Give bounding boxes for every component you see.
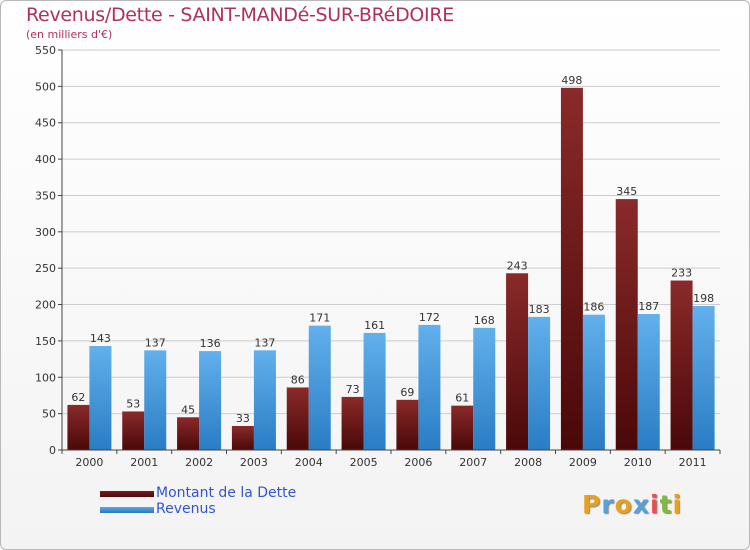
chart-title: Revenus/Dette - SAINT-MANDé-SUR-BRéDOIRE	[26, 4, 454, 26]
bar-dette	[506, 273, 529, 450]
data-label: 53	[126, 397, 140, 410]
bar-revenus	[418, 324, 441, 450]
x-tick-label: 2008	[514, 456, 542, 469]
data-label: 198	[693, 292, 714, 305]
bar-revenus	[637, 314, 660, 450]
bar-revenus	[308, 325, 331, 450]
legend-swatch-dette	[100, 491, 154, 497]
y-tick-label: 450	[35, 117, 56, 130]
data-label: 233	[671, 267, 692, 280]
y-tick-label: 500	[35, 80, 56, 93]
bar-revenus	[582, 314, 605, 450]
data-label: 168	[474, 314, 495, 327]
x-tick-label: 2005	[350, 456, 378, 469]
bars	[67, 87, 715, 451]
bar-dette	[177, 417, 200, 450]
y-tick-label: 300	[35, 226, 56, 239]
legend-label-dette: Montant de la Dette	[156, 485, 297, 501]
bar-dette	[122, 411, 145, 450]
data-label: 73	[346, 383, 360, 396]
x-tick-label: 2006	[404, 456, 432, 469]
logo-letter: x	[632, 490, 650, 519]
bar-revenus	[253, 350, 276, 450]
data-label: 498	[561, 74, 582, 87]
bar-dette	[615, 199, 638, 450]
y-tick-label: 350	[35, 189, 56, 202]
bar-dette	[396, 399, 419, 450]
grid-lines	[62, 49, 720, 451]
bar-dette	[286, 387, 309, 450]
x-tick-label: 2010	[624, 456, 652, 469]
proxiti-logo: Proxiti	[582, 490, 682, 519]
data-label: 45	[181, 403, 195, 416]
data-label: 137	[254, 336, 275, 349]
y-tick-label: 50	[42, 408, 56, 421]
bar-dette	[231, 426, 254, 450]
x-tick-label: 2003	[240, 456, 268, 469]
bar-revenus	[528, 316, 551, 450]
data-label: 62	[71, 391, 85, 404]
data-label: 187	[638, 300, 659, 313]
bar-dette	[670, 280, 693, 450]
data-label: 61	[455, 392, 469, 405]
data-label: 345	[616, 185, 637, 198]
data-label: 69	[400, 386, 414, 399]
logo-letter: r	[601, 490, 615, 519]
chart-subtitle: (en milliers d'€)	[26, 28, 113, 41]
logo-letter: i	[650, 490, 660, 519]
y-tick-label: 400	[35, 153, 56, 166]
bar-revenus	[89, 346, 112, 450]
bar-revenus	[144, 350, 167, 450]
y-tick-label: 250	[35, 262, 56, 275]
data-label: 86	[291, 373, 305, 386]
legend-label-revenus: Revenus	[156, 501, 216, 517]
bar-revenus	[199, 351, 222, 450]
x-tick-label: 2011	[679, 456, 707, 469]
logo-letter: P	[582, 490, 602, 519]
bar-dette	[451, 405, 474, 450]
legend-swatch-revenus	[100, 507, 154, 513]
y-tick-label: 0	[49, 444, 56, 457]
logo-letter: i	[672, 490, 683, 519]
y-tick-label: 150	[35, 335, 56, 348]
y-tick-label: 100	[35, 371, 56, 384]
bar-revenus	[692, 306, 715, 450]
y-tick-label: 550	[35, 44, 56, 57]
x-tick-label: 2009	[569, 456, 597, 469]
data-label: 171	[309, 312, 330, 325]
x-tick-label: 2002	[185, 456, 213, 469]
x-tick-label: 2000	[75, 456, 103, 469]
bar-revenus	[363, 332, 386, 450]
x-tick-label: 2001	[130, 456, 158, 469]
y-tick-label: 200	[35, 299, 56, 312]
data-label: 186	[583, 301, 604, 314]
x-tick-label: 2004	[295, 456, 323, 469]
data-label: 243	[507, 259, 528, 272]
logo-letter: o	[614, 490, 633, 519]
data-label: 33	[236, 412, 250, 425]
bar-dette	[67, 404, 90, 450]
data-label: 172	[419, 311, 440, 324]
bar-revenus	[473, 327, 496, 450]
logo-letter: t	[659, 490, 673, 519]
data-label: 136	[200, 337, 221, 350]
data-label: 183	[529, 303, 550, 316]
bar-dette	[341, 396, 364, 450]
data-label: 161	[364, 319, 385, 332]
data-label: 143	[90, 332, 111, 345]
axes	[58, 49, 721, 454]
x-tick-label: 2007	[459, 456, 487, 469]
labels: 0 50 100 150 200 250 300 350 400 450 500 550 62 143 20…	[35, 44, 714, 469]
data-label: 137	[145, 336, 166, 349]
bar-dette	[560, 87, 583, 451]
